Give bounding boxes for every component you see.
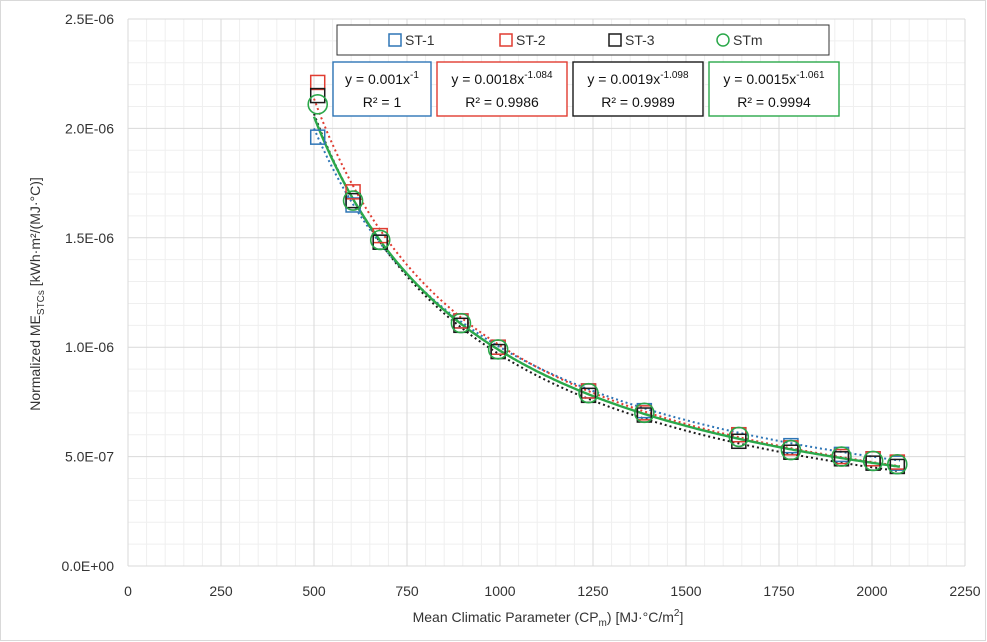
trendline-st-3 — [313, 113, 901, 473]
x-tick-labels: 0 250 500 750 1000 1250 1500 1750 2000 2250 — [124, 583, 981, 599]
point-stm — [369, 229, 391, 251]
point-st-3 — [345, 192, 361, 209]
point-stm — [634, 402, 655, 424]
point-stm — [831, 446, 852, 467]
equation-box-st-2: y = 0.0018x-1.084 R² = 0.9986 — [436, 61, 568, 117]
legend-box — [336, 24, 830, 56]
r-squared-text: R² = 0.9986 — [465, 94, 539, 110]
x-tick-label: 1250 — [577, 583, 608, 599]
equation-border — [436, 61, 568, 117]
y-tick-label: 2.0E-06 — [65, 120, 114, 136]
legend-label-stm: STm — [733, 32, 763, 48]
equation-box-st-1: y = 0.001x-1 R² = 1 — [332, 61, 432, 117]
point-st-2 — [345, 184, 361, 200]
equation-border — [332, 61, 432, 117]
point-stm — [728, 426, 750, 448]
legend-label-st-3: ST-3 — [625, 32, 655, 48]
r-squared-text: R² = 0.9994 — [737, 94, 811, 110]
point-stm — [342, 190, 364, 211]
point-stm — [450, 312, 472, 334]
x-tick-label: 250 — [209, 583, 233, 599]
x-tick-label: 1750 — [763, 583, 794, 599]
y-tick-labels: 0.0E+00 5.0E-07 1.0E-06 1.5E-06 2.0E-06 2.5E-… — [61, 11, 114, 574]
point-stm — [862, 450, 884, 472]
trendline-equations: y = 0.001x-1 R² = 1 y = 0.0018x-1.084 R² = … — [332, 61, 840, 117]
x-axis-title: Mean Climatic Parameter (CPm) [MJ·°C/m2] — [413, 608, 684, 629]
point-stm — [780, 439, 802, 461]
legend-label-st-2: ST-2 — [516, 32, 546, 48]
y-tick-label: 1.0E-06 — [65, 339, 114, 355]
point-stm — [487, 339, 509, 360]
x-tick-label: 0 — [124, 583, 132, 599]
legend: ST-1 ST-2 ST-3 STm — [336, 24, 830, 56]
legend-label-st-1: ST-1 — [405, 32, 435, 48]
point-stm — [886, 453, 908, 475]
y-tick-label: 5.0E-07 — [65, 449, 114, 465]
y-tick-label: 1.5E-06 — [65, 230, 114, 246]
equation-box-stm: y = 0.0015x-1.061 R² = 0.9994 — [708, 61, 840, 117]
equation-text: y = 0.001x-1 — [345, 70, 419, 87]
point-st-3 — [309, 87, 326, 104]
y-tick-label: 0.0E+00 — [61, 558, 114, 574]
x-tick-label: 1000 — [484, 583, 515, 599]
point-stm — [578, 382, 599, 404]
equation-text: y = 0.0018x-1.084 — [451, 70, 553, 87]
legend-marker-st-3 — [608, 33, 622, 47]
data-markers — [307, 74, 908, 475]
legend-marker-st-2 — [499, 33, 513, 47]
equation-text: y = 0.0015x-1.061 — [723, 70, 825, 87]
x-tick-label: 750 — [395, 583, 419, 599]
trendlines — [312, 98, 901, 473]
y-tick-label: 2.5E-06 — [65, 11, 114, 27]
equation-border — [572, 61, 704, 117]
y-axis-title: Normalized MESTCs [kWh·m²/(MJ·°C)] — [27, 177, 47, 411]
point-stm — [307, 94, 329, 115]
x-tick-label: 500 — [302, 583, 326, 599]
point-st-3 — [731, 433, 747, 450]
point-st-1 — [309, 129, 326, 145]
x-tick-label: 2250 — [949, 583, 980, 599]
equation-border — [708, 61, 840, 117]
trendline-stm — [312, 116, 901, 468]
x-tick-label: 2000 — [856, 583, 887, 599]
legend-marker-stm — [716, 33, 730, 47]
r-squared-text: R² = 1 — [363, 94, 402, 110]
equation-box-st-3: y = 0.0019x-1.098 R² = 0.9989 — [572, 61, 704, 117]
equation-text: y = 0.0019x-1.098 — [587, 70, 689, 87]
point-st-2 — [309, 74, 326, 91]
r-squared-text: R² = 0.9989 — [601, 94, 675, 110]
legend-marker-st-1 — [388, 33, 402, 47]
x-tick-label: 1500 — [670, 583, 701, 599]
